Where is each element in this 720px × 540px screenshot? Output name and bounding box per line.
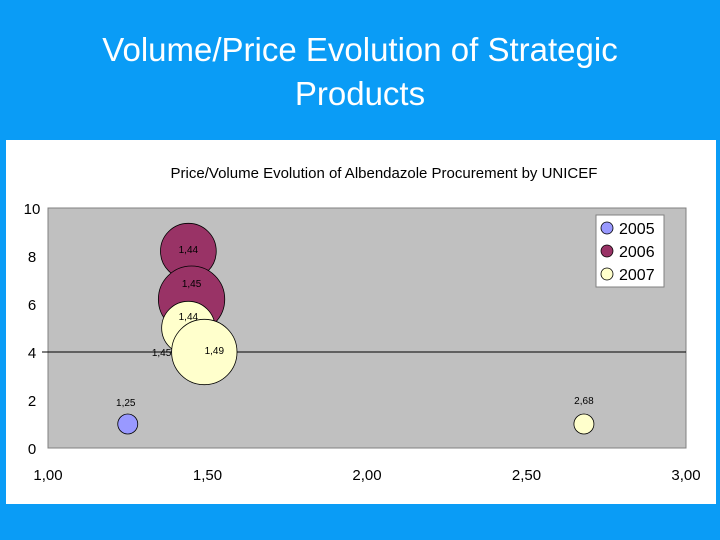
legend-label-2005: 2005 [619, 221, 655, 238]
x-tick-label: 1,00 [33, 467, 62, 484]
legend-marker-2006 [600, 244, 614, 258]
legend-label-2006: 2006 [619, 244, 655, 261]
chart-panel: Price/Volume Evolution of Albendazole Pr… [6, 140, 716, 504]
bubble-chart: Price/Volume Evolution of Albendazole Pr… [24, 165, 701, 484]
data-label: 2,68 [574, 396, 594, 407]
y-tick-label: 2 [28, 393, 36, 410]
data-label: 1,49 [205, 346, 225, 357]
x-tick-label: 1,50 [193, 467, 222, 484]
slide-title-line-1: Volume/Price Evolution of Strategic [102, 31, 618, 68]
legend-marker-2005 [600, 221, 614, 235]
y-tick-label: 6 [28, 297, 36, 314]
y-tick-label: 8 [28, 249, 36, 266]
y-tick-label: 10 [24, 201, 41, 218]
slide-title: Volume/Price Evolution of Strategic Prod… [0, 28, 720, 116]
plot-area [47, 207, 687, 449]
bubble-2007 [573, 413, 595, 435]
legend-marker-2007 [600, 267, 614, 281]
data-label: 1,45 [182, 279, 202, 290]
chart-title: Price/Volume Evolution of Albendazole Pr… [171, 165, 598, 182]
x-tick-label: 3,00 [671, 467, 700, 484]
data-label: 1,44 [179, 245, 199, 256]
x-tick-label: 2,00 [352, 467, 381, 484]
slide-title-line-2: Products [294, 75, 426, 112]
bubble-2005 [117, 413, 139, 435]
data-label: 1,44 [179, 312, 199, 323]
data-label: 1,25 [116, 398, 136, 409]
x-tick-label: 2,50 [512, 467, 541, 484]
bubble-2007 [171, 318, 238, 386]
legend-label-2007: 2007 [619, 267, 655, 284]
y-tick-label: 4 [28, 345, 36, 362]
y-tick-label: 0 [28, 441, 36, 458]
data-label: 1,45 [152, 348, 172, 359]
